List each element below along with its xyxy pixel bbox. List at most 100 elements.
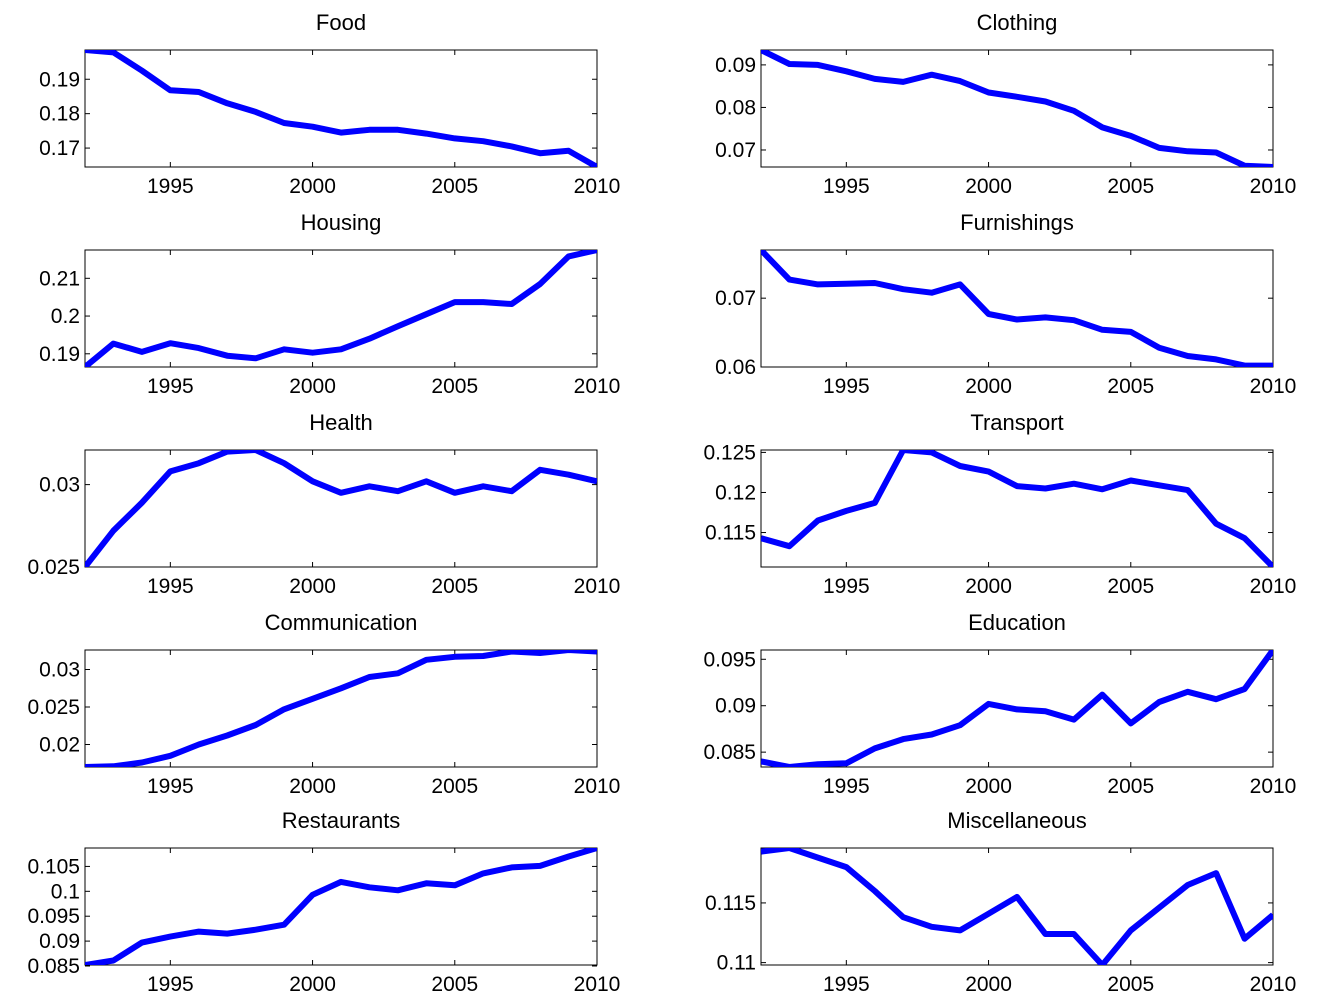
series-line — [85, 50, 597, 167]
y-tick-label: 0.03 — [39, 659, 80, 682]
x-tick-label: 2000 — [289, 175, 336, 198]
x-tick-label: 2005 — [431, 575, 478, 598]
subplot-title: Communication — [265, 610, 418, 635]
y-tick-label: 0.07 — [715, 287, 756, 310]
series-line — [761, 50, 1273, 167]
x-tick-label: 1995 — [823, 175, 870, 198]
x-tick-label: 2005 — [431, 375, 478, 398]
y-tick-label: 0.02 — [39, 734, 80, 757]
y-tick-label: 0.19 — [39, 68, 80, 91]
y-tick-label: 0.19 — [39, 343, 80, 366]
x-tick-label: 2005 — [1107, 175, 1154, 198]
x-tick-label: 1995 — [823, 775, 870, 798]
y-tick-label: 0.105 — [27, 855, 80, 878]
y-tick-label: 0.03 — [39, 474, 80, 497]
subplot-title: Housing — [301, 210, 382, 235]
y-tick-label: 0.085 — [703, 741, 756, 764]
x-tick-label: 2005 — [431, 775, 478, 798]
x-tick-label: 1995 — [147, 775, 194, 798]
x-tick-label: 2000 — [289, 375, 336, 398]
series-line — [761, 250, 1273, 367]
subplot-0: Food 1995 2000 2005 2010 0.17 0.18 0.19 — [39, 10, 620, 198]
y-tick-label: 0.125 — [703, 441, 756, 464]
x-tick-label: 2000 — [289, 775, 336, 798]
subplot-9: Miscellaneous 1995 2000 2005 2010 0.11 0.115 — [705, 808, 1296, 996]
x-tick-label: 2005 — [431, 175, 478, 198]
y-tick-label: 0.115 — [705, 892, 756, 915]
subplot-title: Health — [309, 410, 373, 435]
subplot-8: Restaurants 1995 2000 2005 2010 0.0850.090.09… — [27, 808, 620, 996]
x-tick-label: 2010 — [574, 575, 621, 598]
x-tick-label: 1995 — [147, 973, 194, 996]
y-tick-label: 0.11 — [717, 952, 756, 975]
subplot-3: Furnishings 1995 2000 2005 2010 0.06 0.07 — [715, 210, 1296, 398]
x-tick-label: 1995 — [147, 175, 194, 198]
y-tick-label: 0.21 — [39, 267, 80, 290]
subplot-4: Health 1995 2000 2005 2010 0.025 0.03 — [27, 410, 620, 598]
x-tick-label: 1995 — [147, 575, 194, 598]
x-tick-label: 1995 — [823, 973, 870, 996]
subplot-title: Clothing — [977, 10, 1058, 35]
x-tick-label: 2005 — [1107, 973, 1154, 996]
series-line — [85, 250, 597, 367]
x-tick-label: 1995 — [823, 575, 870, 598]
x-tick-label: 2010 — [574, 375, 621, 398]
y-tick-label: 0.095 — [703, 648, 756, 671]
y-tick-label: 0.095 — [27, 905, 80, 928]
x-tick-label: 2000 — [965, 375, 1012, 398]
series-line — [85, 848, 597, 965]
subplot-2: Housing 1995 2000 2005 2010 0.19 0.2 0.21 — [39, 210, 620, 398]
x-tick-label: 2010 — [574, 973, 621, 996]
plot-area — [760, 249, 1274, 368]
x-tick-label: 2005 — [1107, 375, 1154, 398]
subplot-title: Education — [968, 610, 1066, 635]
y-tick-label: 0.09 — [39, 930, 80, 953]
y-tick-label: 0.1 — [51, 880, 80, 903]
x-tick-label: 2000 — [965, 775, 1012, 798]
x-tick-label: 2010 — [1250, 575, 1297, 598]
x-tick-label: 1995 — [823, 375, 870, 398]
series-line — [761, 450, 1273, 567]
y-tick-label: 0.18 — [39, 103, 80, 126]
y-tick-label: 0.085 — [27, 955, 80, 978]
plot-area — [84, 449, 598, 568]
x-tick-label: 2010 — [574, 175, 621, 198]
subplot-title: Miscellaneous — [947, 808, 1086, 833]
plot-area — [760, 449, 1274, 568]
y-tick-label: 0.09 — [715, 54, 756, 77]
x-tick-label: 1995 — [147, 375, 194, 398]
x-tick-label: 2000 — [965, 973, 1012, 996]
subplot-title: Restaurants — [282, 808, 401, 833]
series-line — [761, 848, 1273, 965]
series-line — [85, 450, 597, 567]
x-tick-label: 2005 — [1107, 775, 1154, 798]
plot-area — [84, 649, 598, 768]
y-tick-label: 0.115 — [705, 522, 756, 545]
subplot-title: Furnishings — [960, 210, 1074, 235]
series-line — [761, 650, 1273, 767]
subplot-title: Transport — [970, 410, 1063, 435]
y-tick-label: 0.06 — [715, 356, 756, 379]
x-tick-label: 2010 — [1250, 775, 1297, 798]
x-tick-label: 2010 — [1250, 175, 1297, 198]
subplot-7: Education 1995 2000 2005 2010 0.085 0.09 0.095 — [703, 610, 1296, 798]
subplot-1: Clothing 1995 2000 2005 2010 0.07 0.08 0.09 — [715, 10, 1296, 198]
x-tick-label: 2010 — [1250, 973, 1297, 996]
y-tick-label: 0.17 — [39, 137, 80, 160]
y-tick-label: 0.09 — [715, 695, 756, 718]
x-tick-label: 2005 — [1107, 575, 1154, 598]
y-tick-label: 0.025 — [27, 556, 80, 579]
y-tick-label: 0.2 — [51, 305, 80, 328]
y-tick-label: 0.08 — [715, 96, 756, 119]
x-tick-label: 2000 — [965, 575, 1012, 598]
y-tick-label: 0.07 — [715, 139, 756, 162]
x-tick-label: 2000 — [965, 175, 1012, 198]
series-line — [85, 650, 597, 767]
x-tick-label: 2010 — [574, 775, 621, 798]
y-tick-label: 0.12 — [715, 481, 756, 504]
x-tick-label: 2000 — [289, 973, 336, 996]
x-tick-label: 2000 — [289, 575, 336, 598]
subplot-6: Communication 1995 2000 2005 2010 0.02 0.025 0.… — [27, 610, 620, 798]
x-tick-label: 2005 — [431, 973, 478, 996]
